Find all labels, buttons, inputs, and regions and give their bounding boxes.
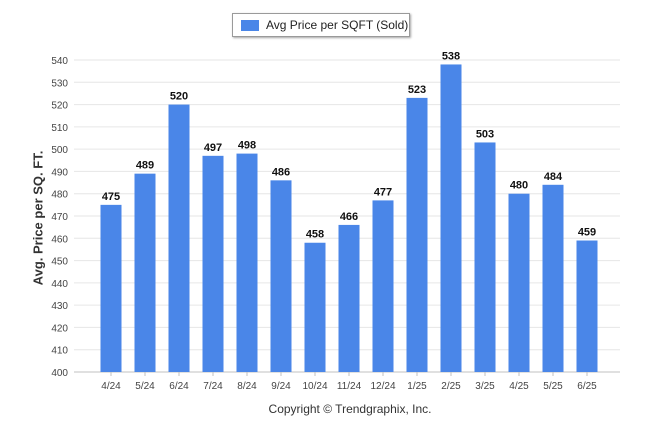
y-tick-label: 470 [51,212,68,223]
y-tick-label: 440 [51,279,68,290]
y-tick-label: 460 [51,234,68,245]
bar [440,64,462,372]
data-label: 486 [272,166,290,178]
x-tick-label: 11/24 [337,381,362,392]
data-label: 459 [578,227,596,239]
copyright-footer: Copyright © Trendgraphix, Inc. [268,402,432,416]
data-label: 523 [408,84,426,96]
data-label: 480 [510,180,528,192]
x-tick-label: 9/24 [271,381,291,392]
x-tick-label: 4/24 [101,381,121,392]
bar [168,104,190,373]
bar [100,204,122,372]
y-tick-label: 540 [51,56,68,67]
y-tick-label: 500 [51,145,68,156]
bar [508,193,530,372]
bar [338,224,360,372]
legend-label: Avg Price per SQFT (Sold) [266,18,409,32]
x-tick-label: 2/25 [441,381,461,392]
x-tick-label: 6/24 [169,381,189,392]
y-tick-label: 430 [51,301,68,312]
bar [304,242,326,372]
data-label: 458 [306,229,324,241]
bar [576,240,598,372]
data-label: 477 [374,186,392,198]
bar [372,200,394,372]
y-tick-label: 420 [51,323,68,334]
y-tick-label: 490 [51,167,68,178]
x-tick-label: 1/25 [407,381,427,392]
bar [202,155,224,372]
y-tick-label: 450 [51,257,68,268]
data-label: 538 [442,50,460,62]
bar [406,97,428,372]
x-tick-label: 10/24 [302,381,327,392]
data-label: 484 [544,171,563,183]
y-tick-label: 530 [51,78,68,89]
bar [270,180,292,372]
data-label: 520 [170,91,188,103]
data-label: 489 [136,160,154,172]
data-label: 497 [204,142,222,154]
x-tick-label: 7/24 [203,381,223,392]
x-tick-label: 5/25 [543,381,563,392]
x-tick-label: 3/25 [475,381,495,392]
y-tick-label: 400 [51,368,68,379]
x-tick-label: 8/24 [237,381,257,392]
bar [474,142,496,372]
data-label: 466 [340,211,358,223]
y-tick-label: 510 [51,123,68,134]
bar [236,153,258,372]
data-label: 503 [476,128,494,140]
chart-legend: Avg Price per SQFT (Sold) [232,13,410,37]
legend-swatch [241,20,259,31]
data-label: 475 [102,191,120,203]
data-label: 498 [238,140,256,152]
y-tick-label: 520 [51,101,68,112]
x-tick-label: 6/25 [577,381,597,392]
bar [134,173,156,372]
y-tick-label: 480 [51,190,68,201]
y-tick-label: 410 [51,346,68,357]
x-tick-label: 5/24 [135,381,155,392]
x-tick-label: 12/24 [370,381,395,392]
bar [542,184,564,372]
x-tick-label: 4/25 [509,381,529,392]
